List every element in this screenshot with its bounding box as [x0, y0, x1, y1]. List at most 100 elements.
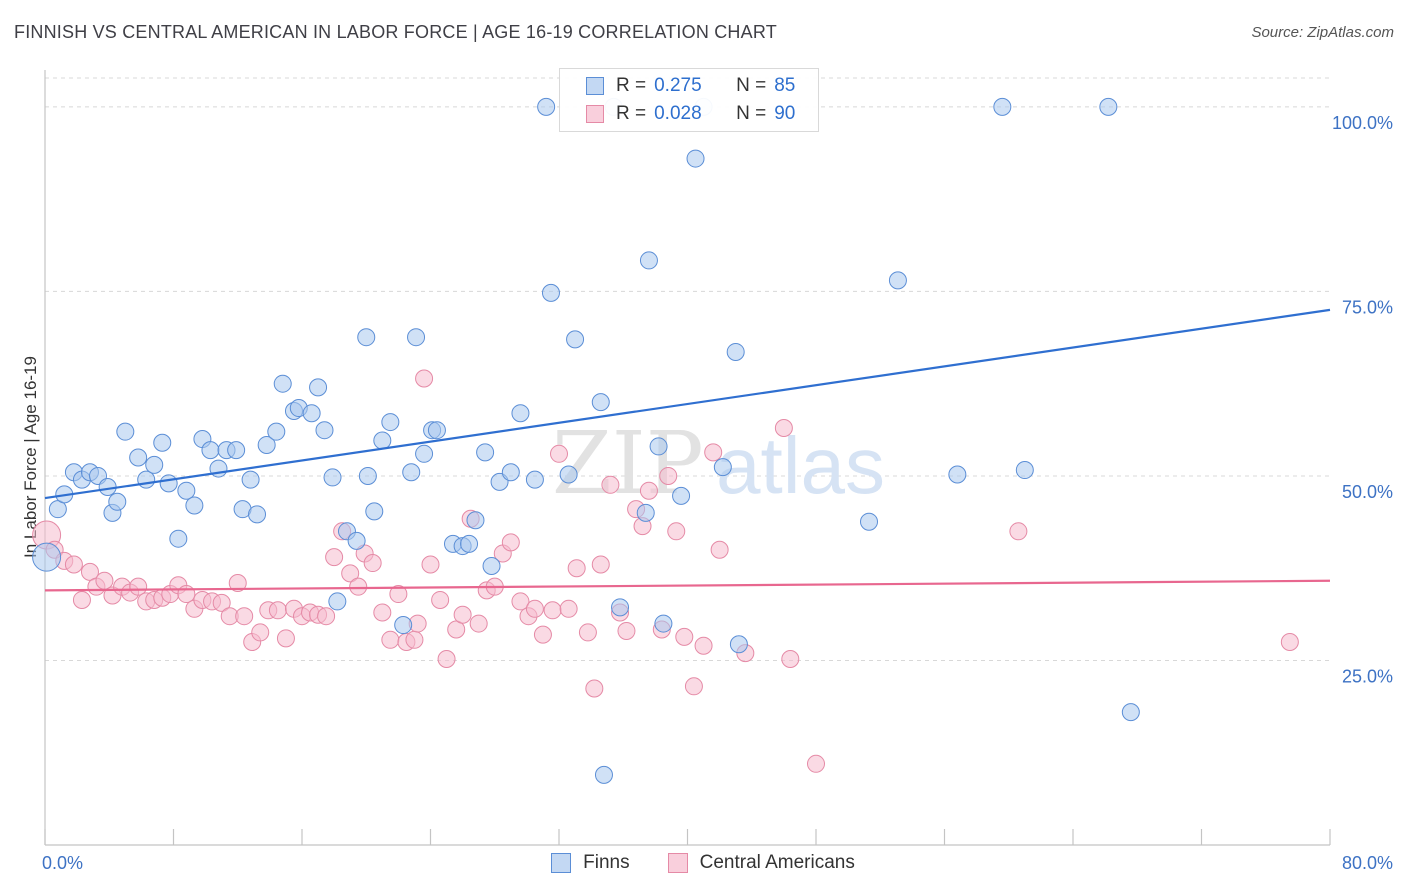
finns-point-18	[185, 496, 204, 515]
central-americans-point-28	[268, 601, 287, 620]
finns-point-72	[686, 149, 705, 168]
finns-point-11	[129, 448, 148, 467]
finns-point-76	[729, 635, 748, 654]
y-tick-label-0: 25.0%	[1342, 666, 1393, 686]
central-americans-point-49	[431, 590, 450, 609]
ca-swatch	[586, 105, 604, 123]
series-legend: Finns Central Americans	[0, 852, 1406, 874]
central-americans-point-37	[341, 564, 360, 583]
finns-trend-line	[44, 308, 1331, 500]
central-americans-point-68	[585, 679, 604, 698]
legend-item-finns: Finns	[551, 852, 630, 874]
finns-point-14	[153, 433, 172, 452]
legend-finns-swatch	[551, 853, 572, 873]
central-americans-point-17	[177, 585, 196, 604]
finns-point-20	[201, 441, 220, 460]
gridlines	[45, 77, 1330, 661]
central-americans-point-63	[543, 601, 562, 620]
finns-point-32	[302, 404, 321, 423]
finns-point-58	[525, 470, 544, 489]
central-americans-point-24	[235, 607, 254, 626]
ca-r-value: 0.028	[654, 103, 702, 124]
finns-point-0	[32, 542, 62, 572]
central-americans-point-21	[212, 593, 231, 612]
finns-point-60	[541, 283, 560, 302]
legend-ca-swatch	[667, 853, 688, 873]
finns-point-79	[948, 465, 967, 484]
x-tick-label-max: 80.0%	[1342, 853, 1393, 873]
central-americans-point-7	[95, 571, 114, 590]
finns-point-57	[511, 404, 530, 423]
finns-n-value: 85	[774, 75, 796, 96]
central-americans-point-11	[129, 577, 148, 596]
central-americans-point-80	[684, 677, 703, 696]
finns-point-44	[402, 463, 421, 482]
central-americans-point-75	[639, 481, 658, 500]
finns-point-36	[328, 592, 347, 611]
finns-point-33	[309, 378, 328, 397]
central-americans-point-47	[415, 369, 434, 388]
finns-point-62	[566, 330, 585, 349]
central-americans-point-45	[405, 630, 424, 649]
central-americans-point-43	[389, 585, 408, 604]
finns-point-81	[1015, 461, 1034, 480]
finns-point-80	[993, 97, 1012, 116]
ca-r-label: R =	[616, 103, 647, 124]
finns-point-77	[860, 512, 879, 531]
central-americans-point-29	[276, 629, 295, 648]
finns-point-53	[476, 443, 495, 462]
central-americans-point-81	[694, 636, 713, 655]
finns-point-59	[537, 97, 556, 116]
finns-point-13	[145, 455, 164, 474]
central-americans-point-61	[525, 599, 544, 618]
central-americans-point-34	[317, 607, 336, 626]
finns-point-27	[257, 435, 276, 454]
legend-finns-label: Finns	[583, 852, 630, 873]
central-americans-point-87	[807, 754, 825, 773]
finns-point-74	[713, 458, 732, 477]
legend-row-finns: R = 0.275 N = 85	[586, 73, 795, 99]
finns-point-69	[649, 437, 668, 456]
chart-source: Source: ZipAtlas.com	[1251, 24, 1394, 41]
finns-point-70	[654, 614, 673, 633]
central-americans-point-85	[774, 418, 793, 437]
legend-row-central-americans: R = 0.028 N = 90	[586, 101, 795, 127]
finns-point-40	[365, 502, 384, 521]
finns-point-35	[323, 468, 342, 487]
finns-point-51	[460, 534, 479, 553]
central-americans-point-86	[781, 650, 800, 668]
finns-point-45	[407, 328, 426, 347]
finns-point-63	[591, 393, 610, 412]
central-americans-point-54	[469, 614, 488, 633]
x-tick-labels: 0.0% 80.0%	[42, 853, 1393, 873]
y-tick-label-1: 50.0%	[1342, 482, 1393, 502]
stats-legend: R = 0.275 N = 85 R = 0.028 N = 90	[559, 68, 819, 132]
central-americans-point-41	[373, 603, 392, 622]
finns-point-10	[116, 422, 135, 441]
x-tick-label-min: 0.0%	[42, 853, 83, 873]
finns-point-54	[482, 557, 501, 575]
finns-point-42	[381, 413, 400, 432]
finns-point-56	[501, 463, 520, 482]
central-americans-point-65	[559, 599, 578, 618]
finns-point-15	[159, 474, 178, 493]
central-americans-point-52	[453, 605, 472, 624]
finns-point-41	[373, 431, 392, 450]
finns-point-46	[415, 444, 434, 463]
central-americans-point-78	[667, 522, 686, 541]
finns-point-78	[888, 271, 907, 290]
finns-point-25	[241, 470, 260, 489]
central-americans-point-58	[501, 533, 520, 552]
finns-point-64	[594, 765, 613, 784]
finns-point-38	[347, 531, 366, 550]
central-americans-point-67	[578, 623, 597, 642]
central-americans-point-38	[349, 577, 368, 596]
trend-lines	[44, 308, 1331, 592]
finns-swatch	[586, 77, 604, 95]
finns-point-66	[611, 598, 630, 617]
finns-point-23	[227, 441, 246, 460]
central-americans-point-83	[710, 540, 729, 559]
finns-point-61	[559, 465, 578, 484]
finns-point-43	[394, 616, 413, 635]
finns-n-label: N =	[736, 75, 767, 96]
